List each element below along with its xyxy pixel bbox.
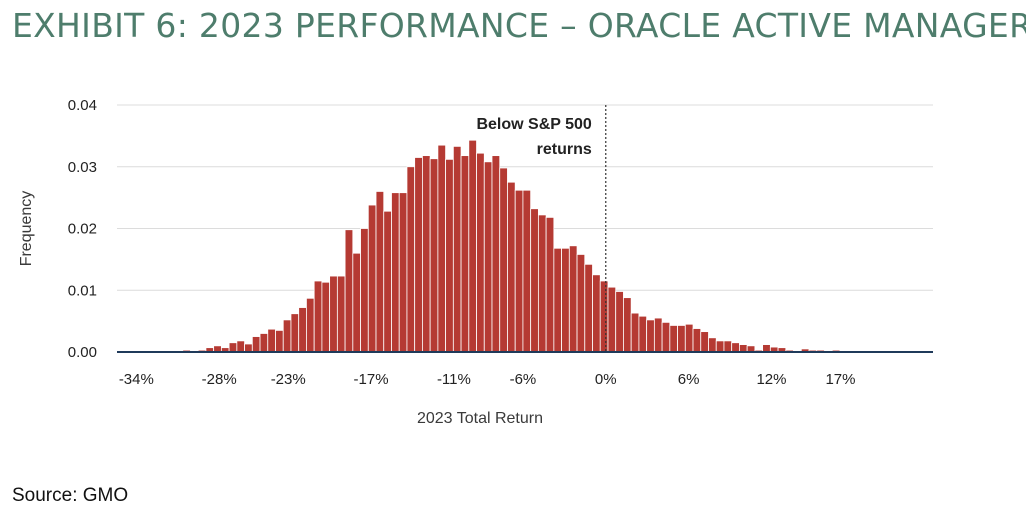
- histogram-bar: [236, 340, 245, 353]
- x-axis-title: 2023 Total Return: [417, 410, 543, 427]
- histogram-bar: [414, 157, 423, 353]
- histogram-bar: [661, 321, 671, 353]
- histogram-bar: [244, 343, 253, 353]
- histogram-bar: [576, 254, 586, 353]
- x-tick-label: -34%: [119, 371, 154, 388]
- histogram-bar: [452, 145, 462, 353]
- exhibit-title: EXHIBIT 6: 2023 PERFORMANCE – ORACLE ACT…: [12, 6, 1026, 45]
- histogram-bar: [391, 192, 400, 353]
- histogram-bar: [592, 274, 601, 353]
- x-tick-label: 17%: [825, 371, 855, 388]
- histogram-bar: [607, 286, 617, 353]
- x-axis-ticks: -34% -28% -23% -17% -11% -6% 0% 6% 12% 17%: [119, 371, 856, 388]
- histogram-bar: [615, 291, 624, 353]
- histogram-bar: [530, 208, 539, 353]
- histogram-bar: [352, 252, 361, 353]
- histogram-bar: [275, 329, 284, 353]
- histogram-bar: [445, 158, 454, 353]
- histogram-bar: [298, 307, 307, 353]
- histogram-bar: [514, 189, 524, 353]
- histogram-bar: [507, 181, 516, 353]
- histogram-bar: [700, 331, 709, 353]
- x-tick-label: -17%: [354, 371, 389, 388]
- histogram-bar: [437, 144, 447, 353]
- histogram-bar: [669, 325, 678, 353]
- histogram-bar: [313, 280, 323, 353]
- histogram-bar: [653, 317, 663, 353]
- histogram-bar: [677, 325, 686, 353]
- histogram-bar: [584, 263, 593, 353]
- y-axis-title: Frequency: [18, 191, 35, 267]
- y-tick-label: 0.01: [68, 282, 97, 299]
- histogram-bar: [476, 152, 485, 353]
- histogram-bar: [545, 216, 555, 353]
- histogram-bar: [336, 275, 346, 353]
- source-note: Source: GMO: [12, 485, 129, 506]
- histogram-bar: [522, 189, 532, 353]
- histogram-bar: [739, 344, 748, 353]
- histogram-bar: [646, 319, 655, 353]
- y-tick-label: 0.02: [68, 221, 97, 238]
- y-tick-label: 0.04: [68, 97, 97, 114]
- histogram-chart: Below S&P 500 returns 0.000.010.020.030.…: [18, 97, 933, 427]
- x-tick-label: -11%: [437, 371, 471, 388]
- annotation-line-1: Below S&P 500: [476, 116, 591, 133]
- histogram-bar: [630, 312, 640, 353]
- histogram-bar: [228, 342, 238, 353]
- histogram-bar: [537, 214, 547, 353]
- y-axis-ticks: 0.00 0.01 0.02 0.03 0.04: [68, 97, 97, 361]
- x-tick-label: 6%: [678, 371, 700, 388]
- histogram-bar: [282, 319, 292, 353]
- histogram-bar: [723, 340, 733, 353]
- x-tick-label: -6%: [510, 371, 537, 388]
- histogram-bar: [367, 204, 377, 353]
- x-tick-label: 12%: [756, 371, 786, 388]
- histogram-bar: [468, 139, 477, 353]
- annotation-line-2: returns: [537, 141, 592, 158]
- histogram-bar: [731, 342, 740, 353]
- histogram-bar: [561, 247, 570, 353]
- histogram-bar: [623, 297, 632, 353]
- histogram-bar: [290, 313, 300, 353]
- histogram-bar: [429, 158, 439, 353]
- histogram-bar: [267, 328, 276, 353]
- histogram-bar: [259, 333, 269, 353]
- histogram-bar: [321, 281, 331, 353]
- x-tick-label: -28%: [202, 371, 237, 388]
- histogram-bar: [638, 315, 648, 353]
- histogram-bar: [762, 344, 771, 353]
- histogram-bar: [344, 229, 354, 353]
- x-tick-label: -23%: [271, 371, 306, 388]
- histogram-bar: [715, 340, 725, 353]
- histogram-bars: [159, 139, 841, 353]
- histogram-bar: [708, 337, 717, 353]
- histogram-bar: [306, 297, 315, 353]
- histogram-bar: [398, 192, 408, 353]
- histogram-bar: [383, 210, 392, 353]
- histogram-bar: [251, 336, 261, 353]
- histogram-bar: [684, 323, 694, 353]
- y-tick-label: 0.03: [68, 159, 97, 176]
- histogram-bar: [599, 280, 609, 353]
- histogram-bar: [553, 247, 562, 353]
- histogram-bar: [460, 155, 470, 353]
- histogram-bar: [375, 191, 385, 353]
- histogram-bar: [422, 155, 431, 353]
- y-tick-label: 0.00: [68, 344, 97, 361]
- histogram-bar: [692, 328, 702, 353]
- histogram-bar: [360, 228, 369, 353]
- histogram-bar: [491, 155, 501, 353]
- histogram-bar: [329, 275, 338, 353]
- x-tick-label: 0%: [595, 371, 617, 388]
- histogram-bar: [406, 166, 416, 353]
- histogram-bar: [568, 245, 578, 353]
- histogram-bar: [499, 167, 508, 353]
- histogram-bar: [483, 161, 493, 353]
